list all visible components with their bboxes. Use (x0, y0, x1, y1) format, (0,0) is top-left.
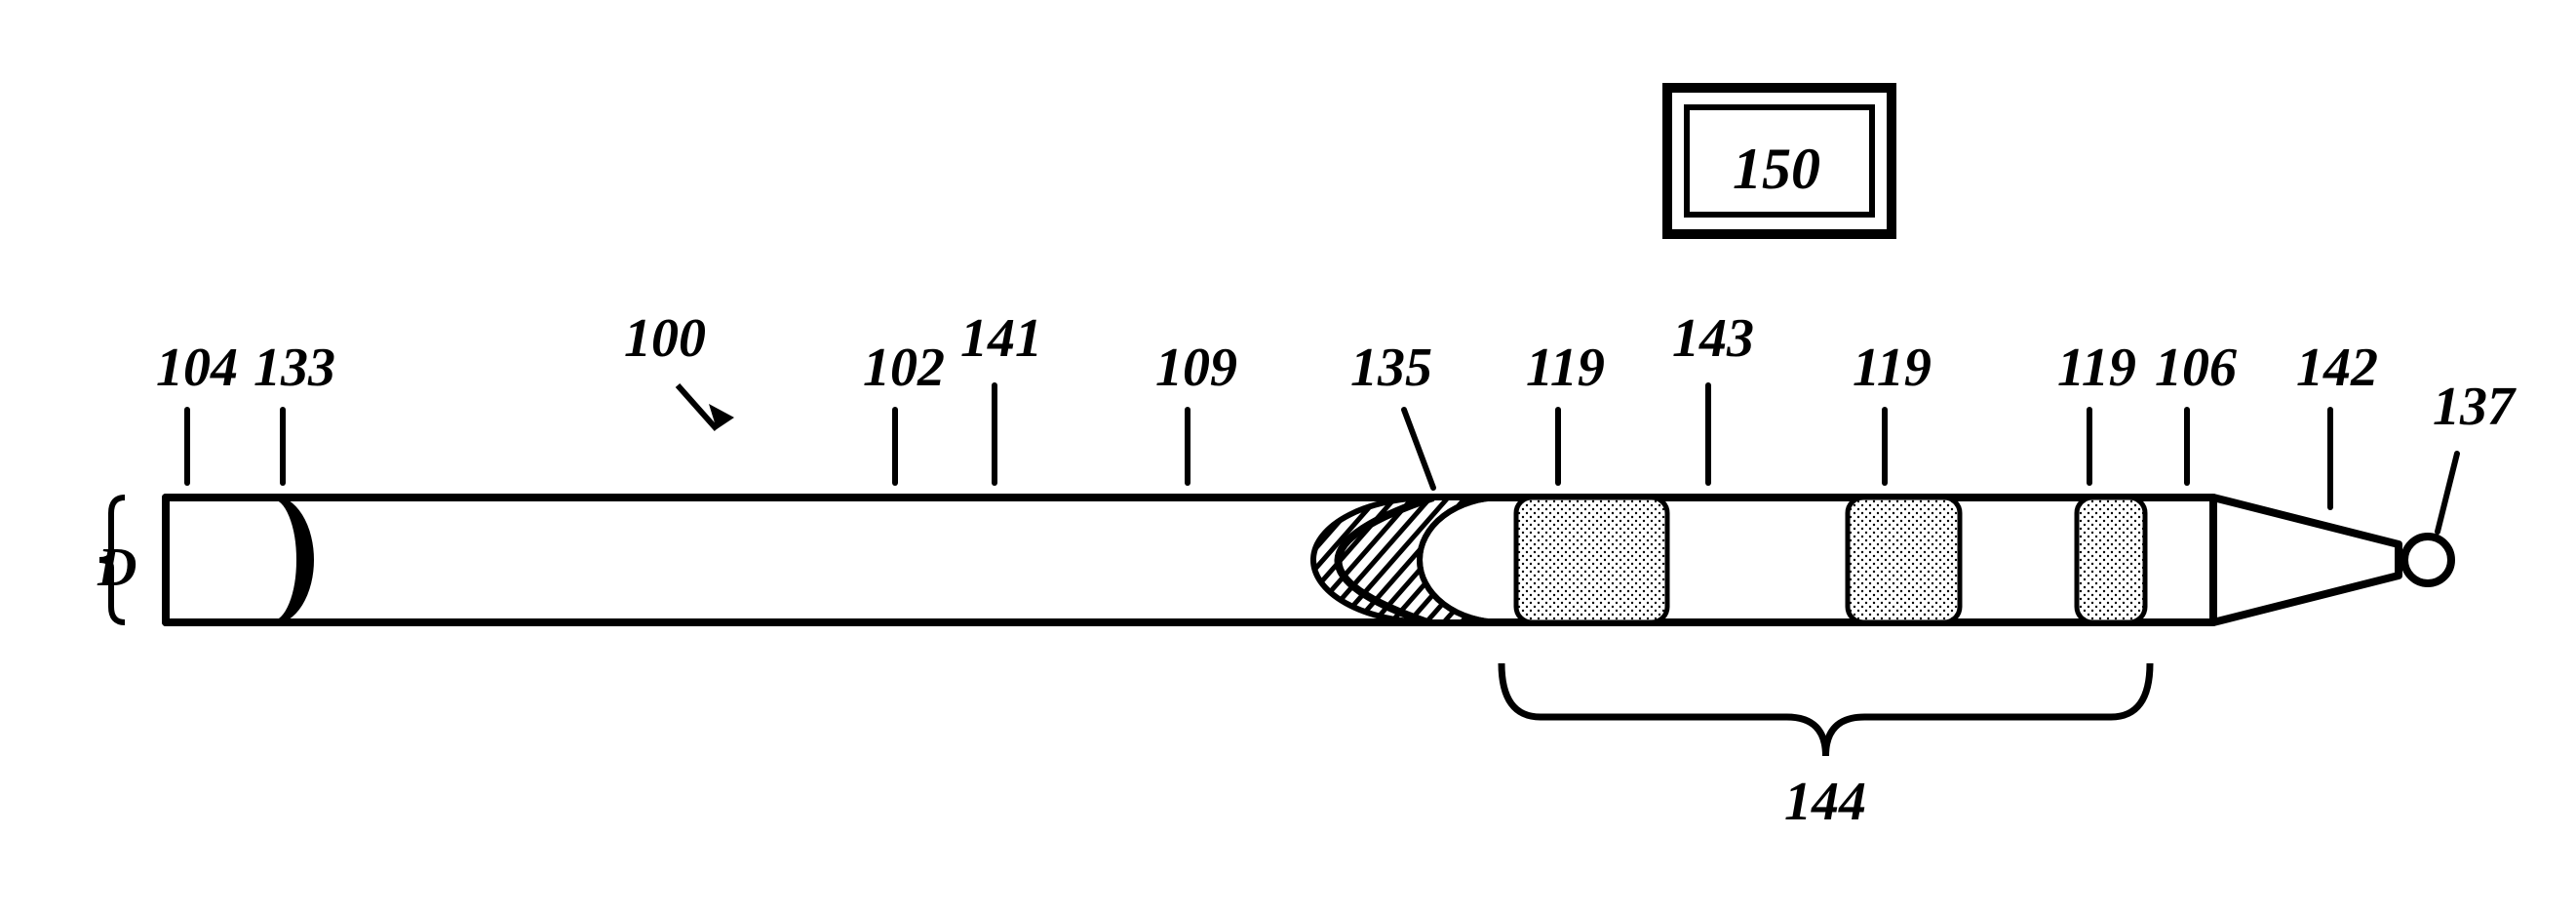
tick-137 (2438, 454, 2457, 532)
tip-circle (2404, 537, 2451, 583)
label-104: 104 (156, 337, 238, 399)
label-144: 144 (1784, 771, 1866, 833)
label-106: 106 (2155, 337, 2237, 399)
tick-135 (1404, 410, 1433, 488)
label-100: 100 (624, 307, 706, 370)
label-119: 119 (1526, 337, 1605, 399)
label-102: 102 (863, 337, 945, 399)
dotted-block-2 (2077, 498, 2145, 622)
label-119: 119 (2057, 337, 2136, 399)
label-135: 135 (1350, 337, 1432, 399)
dotted-block-0 (1516, 498, 1667, 622)
dotted-block-1 (1848, 498, 1960, 622)
label-141: 141 (960, 307, 1042, 370)
label-133: 133 (254, 337, 335, 399)
nose (2213, 498, 2399, 622)
label-119: 119 (1853, 337, 1932, 399)
label-142: 142 (2296, 337, 2378, 399)
bracket-144 (1502, 663, 2150, 756)
label-109: 109 (1155, 337, 1237, 399)
label-150: 150 (1733, 136, 1820, 203)
label-143: 143 (1672, 307, 1754, 370)
diagram (0, 0, 2576, 916)
lens-left (273, 498, 312, 622)
label-137: 137 (2433, 376, 2515, 438)
label-D: D (98, 537, 137, 599)
